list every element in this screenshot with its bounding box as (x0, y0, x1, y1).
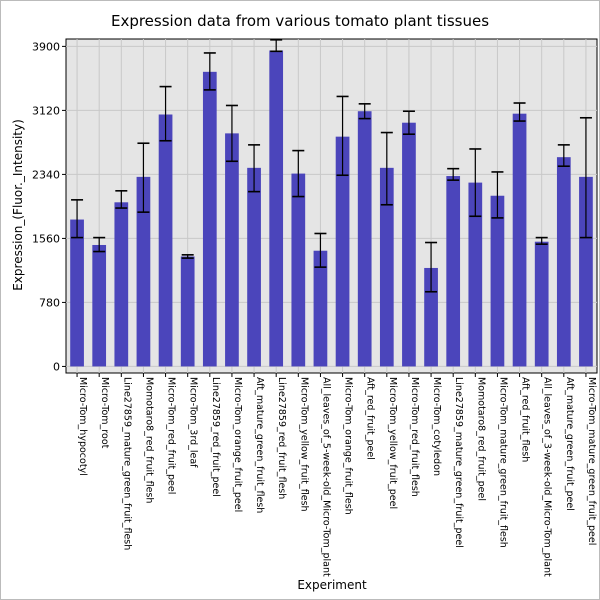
bar (180, 256, 195, 367)
error-bar (181, 254, 194, 259)
bar (402, 122, 416, 367)
x-tick-label: Aft_red_fruit_peel (365, 377, 376, 460)
x-tick-label: Line27859_mature_green_fruit_flesh (121, 377, 132, 550)
x-tick-label: Micro-Tom_root (99, 377, 110, 449)
error-bar (402, 110, 415, 135)
x-tick-label: Micro-Tom_3rd_leaf (188, 377, 199, 468)
y-tick-label: 2340 (32, 168, 60, 181)
x-tick-label: Aft_mature_green_fruit_flesh (254, 377, 265, 513)
x-tick-label: Micro-Tom_red_fruit_peel (166, 377, 177, 494)
y-tick-label: 3900 (32, 40, 60, 53)
x-tick-label: Line27859_red_fruit_flesh (276, 377, 287, 499)
bar (579, 176, 593, 367)
error-bar (336, 95, 349, 177)
x-tick-label: Micro-Tom_hypocotyl (77, 377, 88, 476)
y-tick-label: 780 (39, 296, 60, 309)
error-bar (314, 232, 327, 268)
bar (114, 202, 129, 367)
x-tick-label: Micro-Tom_cotyledon (431, 377, 442, 476)
bar (556, 157, 571, 367)
x-axis-ticks: Micro-Tom_hypocotyl Micro-Tom_root Line278… (76, 373, 597, 577)
error-bar (358, 103, 371, 120)
error-bar (535, 236, 548, 245)
error-bar (159, 85, 172, 142)
error-bar (380, 131, 393, 206)
bar (534, 241, 549, 367)
bar (379, 167, 394, 367)
x-tick-label: Aft_mature_green_fruit_peel (564, 377, 575, 511)
y-tick-label: 1560 (32, 232, 60, 245)
bar (512, 113, 527, 367)
bar (158, 114, 173, 367)
x-tick-label: Momotaro8_red_fruit_flesh (143, 377, 154, 503)
x-axis-label: Experiment (297, 578, 367, 592)
error-bar (93, 236, 106, 253)
error-bar (137, 142, 150, 213)
bars (70, 50, 593, 367)
y-axis-label: Expression_(Fluor._Intensity) (11, 119, 25, 291)
bar (446, 176, 461, 367)
plot-area (65, 38, 598, 374)
bar (247, 167, 261, 367)
y-tick-label: 0 (53, 360, 60, 373)
bar (424, 267, 438, 367)
x-tick-label: All_leaves_of_5-week-old_Micro-Tom_plant (320, 377, 331, 577)
error-bar (71, 199, 84, 239)
error-bar (469, 148, 482, 218)
x-tick-label: Micro-Tom_orange_fruit_peel (232, 377, 243, 512)
x-tick-label: Line27859_red_fruit_peel (210, 377, 221, 497)
y-axis-ticks: 0 780 1560 2340 3120 3900 (32, 40, 66, 373)
bar (490, 195, 505, 367)
x-tick-label: Line27859_mature_green_fruit_peel (453, 377, 464, 548)
x-tick-label: All_leaves_of_3-week-old_Micro-Tom_plant (542, 377, 553, 577)
bar (291, 173, 306, 367)
x-tick-label: Momotaro8_red_fruit_peel (475, 377, 486, 501)
bar (70, 219, 84, 367)
bar (136, 176, 151, 367)
error-bar (270, 39, 283, 53)
y-tick-label: 3120 (32, 104, 60, 117)
bar (335, 136, 350, 367)
error-bar (225, 104, 238, 163)
x-tick-label: Micro-Tom_mature_green_fruit_peel (586, 377, 597, 545)
bar (357, 111, 372, 367)
error-bars (71, 39, 592, 293)
x-tick-label: Micro-Tom_yellow_fruit_flesh (298, 377, 309, 512)
error-bar (579, 116, 592, 239)
chart-title: Expression data from various tomato plan… (111, 12, 489, 30)
error-bar (292, 149, 305, 198)
bar (269, 50, 284, 367)
error-bar (513, 102, 526, 122)
x-tick-label: Micro-Tom_orange_fruit_flesh (343, 377, 354, 515)
x-tick-label: Micro-Tom_red_fruit_flesh (409, 377, 420, 497)
bar (92, 244, 107, 367)
error-bar (447, 167, 460, 181)
x-tick-label: Micro-Tom_mature_green_fruit_flesh (497, 377, 508, 548)
bar (468, 182, 483, 367)
bar (313, 250, 328, 367)
bar (225, 133, 239, 367)
error-bar (115, 190, 128, 209)
x-tick-label: Aft_red_fruit_flesh (520, 377, 531, 462)
x-tick-label: Micro-Tom_yellow_fruit_peel (387, 377, 398, 509)
error-bar (557, 144, 570, 167)
error-bar (203, 52, 216, 91)
error-bar (248, 144, 261, 193)
error-bar (425, 241, 438, 293)
error-bar (491, 171, 504, 219)
bar (202, 71, 217, 367)
